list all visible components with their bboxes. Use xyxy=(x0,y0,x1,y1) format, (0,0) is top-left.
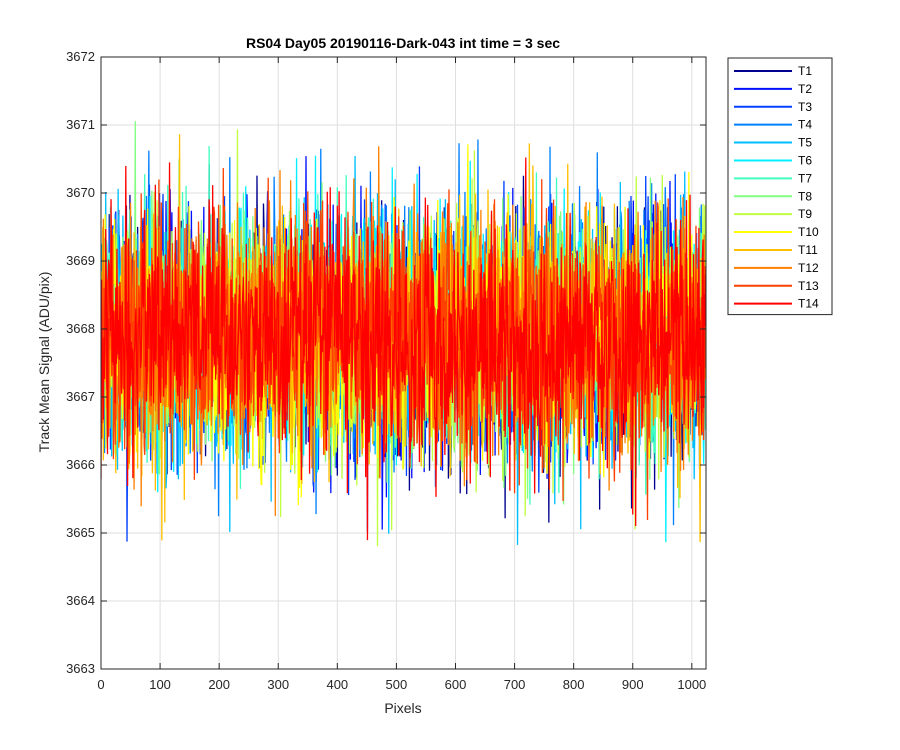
y-tick-label: 3668 xyxy=(66,321,95,336)
legend-label-T4: T4 xyxy=(798,118,812,132)
x-tick-label: 500 xyxy=(386,677,408,692)
legend-label-T8: T8 xyxy=(798,189,812,203)
legend-label-T9: T9 xyxy=(798,207,812,221)
y-tick-label: 3669 xyxy=(66,253,95,268)
y-tick-label: 3665 xyxy=(66,525,95,540)
x-tick-label: 1000 xyxy=(677,677,706,692)
chart-title: RS04 Day05 20190116-Dark-043 int time = … xyxy=(246,35,560,51)
series-line-T14 xyxy=(101,157,706,541)
y-tick-label: 3666 xyxy=(66,457,95,472)
legend-label-T1: T1 xyxy=(798,64,812,78)
y-tick-label: 3670 xyxy=(66,185,95,200)
legend-label-T5: T5 xyxy=(798,136,812,150)
x-tick-label: 200 xyxy=(208,677,230,692)
x-axis-label: Pixels xyxy=(384,700,421,716)
y-tick-label: 3663 xyxy=(66,661,95,676)
x-tick-label: 700 xyxy=(504,677,526,692)
legend-label-T6: T6 xyxy=(798,153,812,167)
x-tick-label: 100 xyxy=(149,677,171,692)
x-tick-label: 900 xyxy=(622,677,644,692)
x-tick-label: 400 xyxy=(326,677,348,692)
series-group xyxy=(101,121,706,547)
legend-label-T3: T3 xyxy=(798,100,812,114)
x-tick-label: 800 xyxy=(563,677,585,692)
x-tick-label: 300 xyxy=(267,677,289,692)
legend-label-T14: T14 xyxy=(798,297,819,311)
plot-area: 0 100 200 300 400 500 600 700 800 900 1000 3663 3664… xyxy=(66,49,707,692)
y-tick-label: 3667 xyxy=(66,389,95,404)
y-tick-label: 3671 xyxy=(66,117,95,132)
legend: T1 T2 T3 T4 T5 T6 T7 T8 T9 T10 T11 T12 T13 T14 xyxy=(727,57,833,316)
legend-label-T11: T11 xyxy=(798,243,818,257)
legend-label-T13: T13 xyxy=(798,279,819,293)
x-tick-label: 600 xyxy=(445,677,467,692)
legend-label-T2: T2 xyxy=(798,82,812,96)
legend-label-T12: T12 xyxy=(798,261,819,275)
legend-box xyxy=(727,57,833,316)
legend-label-T7: T7 xyxy=(798,171,812,185)
axes-box xyxy=(100,56,707,670)
x-tick-label: 0 xyxy=(97,677,104,692)
y-tick-label: 3664 xyxy=(66,593,95,608)
legend-label-T10: T10 xyxy=(798,225,819,239)
y-tick-label: 3672 xyxy=(66,49,95,64)
y-axis-label: Track Mean Signal (ADU/pix) xyxy=(36,272,52,453)
